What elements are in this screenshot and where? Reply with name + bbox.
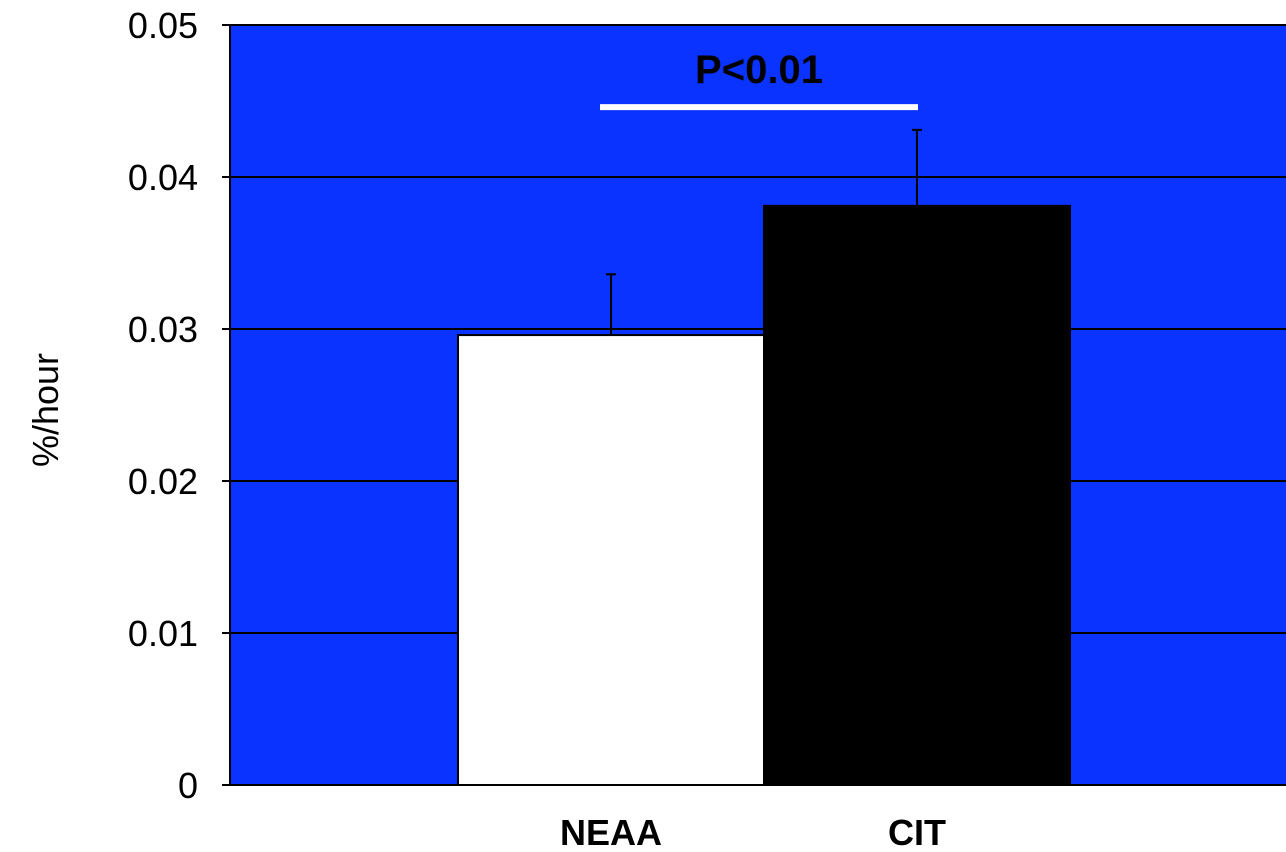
bar-cit (763, 204, 1071, 786)
y-tick-label: 0.02 (128, 461, 198, 502)
x-tick-label: NEAA (560, 812, 662, 852)
y-tick-label: 0.05 (128, 5, 198, 46)
y-tick-labels: 0 0.01 0.02 0.03 0.04 0.05 (128, 5, 230, 806)
x-tick-label: CIT (888, 812, 946, 852)
significance-label: P<0.01 (695, 48, 823, 92)
y-axis-title: %/hour (25, 353, 66, 467)
bar-neaa (457, 334, 765, 786)
y-tick-label: 0.04 (128, 157, 198, 198)
x-tick-labels: NEAA CIT (560, 812, 946, 852)
y-tick-label: 0.03 (128, 309, 198, 350)
error-bars (606, 128, 922, 336)
y-tick-label: 0.01 (128, 613, 198, 654)
y-tick-label: 0 (178, 765, 198, 806)
bars (457, 204, 1071, 786)
